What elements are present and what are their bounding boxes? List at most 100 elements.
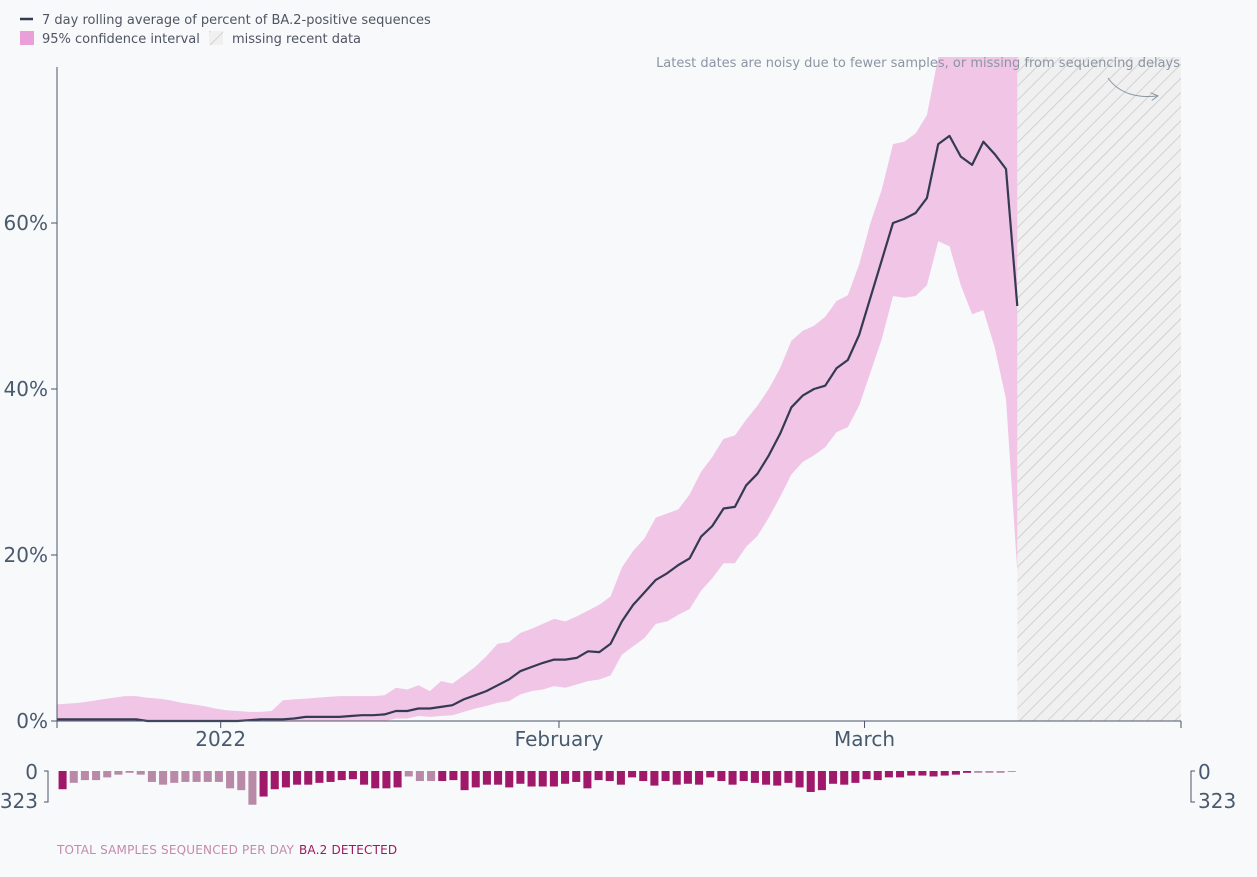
detected-bar	[561, 771, 570, 784]
detected-bar	[817, 771, 826, 791]
total-bar	[114, 771, 123, 775]
detected-bar	[549, 771, 558, 787]
detected-bar	[505, 771, 514, 788]
x-tick-label: 2022	[195, 727, 246, 751]
total-bar	[248, 771, 257, 805]
detected-bar	[873, 771, 882, 781]
detected-bar	[795, 771, 804, 788]
detected-bar	[382, 771, 391, 789]
detected-bar	[661, 771, 670, 782]
detected-bar	[672, 771, 681, 785]
bar-axis-top-right: 0	[1198, 760, 1211, 784]
detected-bar	[293, 771, 302, 785]
detected-bar	[315, 771, 324, 783]
total-bar	[181, 771, 190, 782]
total-bar	[170, 771, 179, 783]
detected-bar	[616, 771, 625, 785]
detected-bar	[628, 771, 637, 778]
total-bar	[415, 771, 424, 782]
detected-bar	[348, 771, 357, 780]
detected-bar	[706, 771, 715, 778]
detected-bar	[326, 771, 335, 782]
detected-bar	[583, 771, 592, 789]
detected-bar	[538, 771, 547, 787]
total-bar	[974, 771, 983, 773]
detected-bar	[516, 771, 525, 784]
detected-bar	[460, 771, 469, 791]
detected-bar	[829, 771, 838, 784]
legend-missing-swatch	[209, 31, 223, 45]
detected-bar	[650, 771, 659, 786]
detected-bar	[494, 771, 503, 785]
bar-axis-top-left: 0	[25, 760, 38, 784]
total-bar	[103, 771, 112, 778]
detected-bar	[683, 771, 692, 784]
detected-bar	[605, 771, 614, 782]
total-samples-label: TOTAL SAMPLES SEQUENCED PER DAY	[57, 843, 295, 857]
detected-bar	[896, 771, 905, 778]
detected-bar	[438, 771, 447, 782]
detected-bar	[773, 771, 782, 786]
detected-bar	[907, 771, 916, 776]
total-bar	[92, 771, 101, 781]
detected-bar	[572, 771, 581, 782]
bar-axis-bottom-left: 323	[0, 789, 38, 813]
detected-bar	[762, 771, 771, 785]
y-tick-label: 0%	[16, 709, 48, 733]
total-bar	[69, 771, 78, 783]
ba2-detected-label: BA.2 DETECTED	[299, 843, 398, 857]
detected-bar	[728, 771, 737, 785]
detected-bar	[471, 771, 480, 788]
detected-bar	[281, 771, 290, 788]
detected-bar	[884, 771, 893, 778]
detected-bar	[717, 771, 726, 782]
detected-bar	[304, 771, 313, 785]
detected-bar	[360, 771, 369, 785]
total-bar	[214, 771, 223, 782]
total-bar	[404, 771, 413, 777]
total-bar	[226, 771, 235, 789]
legend-missing-label: missing recent data	[232, 32, 361, 47]
bar-axis-bracket-right	[1190, 770, 1195, 803]
total-bar	[996, 771, 1005, 773]
total-bar	[147, 771, 156, 782]
confidence-interval-band	[57, 57, 1018, 721]
detected-bar	[594, 771, 603, 781]
detected-bar	[527, 771, 536, 787]
legend-ci-swatch	[20, 31, 34, 45]
bar-axis-bracket-left	[44, 770, 49, 803]
y-tick-label: 20%	[4, 543, 48, 567]
detected-bar	[784, 771, 793, 783]
detected-bar	[270, 771, 279, 790]
total-bar	[237, 771, 246, 791]
total-bar	[80, 771, 89, 781]
detected-bar	[929, 771, 938, 777]
detected-bar	[58, 771, 67, 790]
detected-bar	[951, 771, 960, 775]
annotation-text: Latest dates are noisy due to fewer samp…	[656, 56, 1180, 71]
legend-line-label: 7 day rolling average of percent of BA.2…	[42, 13, 431, 28]
detected-bar	[482, 771, 491, 785]
detected-bar	[739, 771, 748, 782]
detected-bar	[851, 771, 860, 783]
detected-bar	[695, 771, 704, 785]
total-bar	[136, 771, 145, 775]
total-bar	[203, 771, 212, 782]
total-bar	[192, 771, 201, 782]
detected-bar	[337, 771, 346, 781]
detected-bar	[963, 771, 972, 773]
legend-ci-label: 95% confidence interval	[42, 32, 200, 47]
total-bar	[427, 771, 436, 782]
y-tick-label: 60%	[4, 211, 48, 235]
missing-data-region	[1017, 57, 1181, 721]
detected-bar	[840, 771, 849, 785]
y-tick-label: 40%	[4, 377, 48, 401]
total-bar	[159, 771, 168, 785]
detected-bar	[862, 771, 871, 780]
x-tick-label: February	[515, 727, 604, 751]
annotation-arrow	[1107, 77, 1157, 97]
detected-bar	[449, 771, 458, 781]
total-bar	[985, 771, 994, 773]
detected-bar	[806, 771, 815, 792]
